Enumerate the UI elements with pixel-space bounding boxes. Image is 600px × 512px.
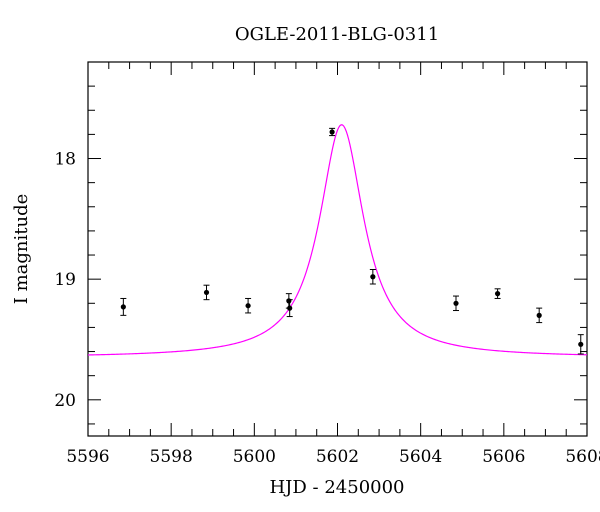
plot-frame — [87, 61, 588, 437]
y-tick-label: 19 — [54, 270, 76, 290]
x-tick-label: 5598 — [150, 447, 193, 467]
y-tick-label: 18 — [54, 150, 76, 170]
data-point — [329, 129, 335, 135]
x-tick-label: 5602 — [316, 447, 359, 467]
x-tick-label: 5608 — [565, 447, 600, 467]
y-axis-title: I magnitude — [11, 194, 32, 305]
data-point — [370, 274, 376, 280]
tick-labels: 5596 5598 5600 5602 5604 5606 5608 18 19 20 — [54, 150, 600, 467]
data-point — [578, 341, 584, 347]
data-point — [286, 298, 292, 304]
x-tick-label: 5596 — [66, 447, 109, 467]
model-curve — [87, 124, 588, 356]
y-tick-label: 20 — [54, 391, 76, 411]
x-tick-label: 5600 — [233, 447, 276, 467]
model-curve-layer — [87, 124, 588, 356]
chart-title: OGLE-2011-BLG-0311 — [235, 24, 439, 45]
data-point — [245, 303, 251, 309]
data-points-layer — [120, 127, 584, 355]
axis-ticks — [87, 61, 588, 436]
data-point — [120, 304, 126, 310]
x-tick-label: 5606 — [482, 447, 525, 467]
data-point — [536, 312, 542, 318]
data-point — [453, 300, 459, 306]
data-point — [494, 291, 501, 297]
data-point — [203, 289, 210, 296]
x-axis-title: HJD - 2450000 — [269, 477, 404, 498]
data-point — [287, 305, 293, 311]
x-tick-label: 5604 — [399, 447, 442, 467]
